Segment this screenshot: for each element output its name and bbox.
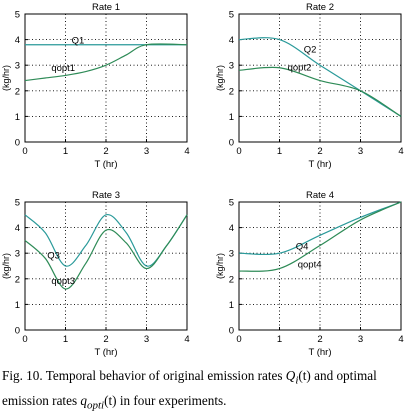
- x-tick-label: 3: [358, 334, 363, 345]
- series-label-Q3: Q3: [47, 250, 60, 261]
- x-tick-label: 0: [22, 334, 27, 345]
- caption-t-arg-2: (t): [104, 392, 117, 408]
- caption-prefix: Fig. 10. Temporal behavior of original e…: [2, 368, 286, 383]
- y-tick-label: 3: [15, 249, 20, 260]
- y-axis-label: (kg/hr): [215, 253, 225, 279]
- y-tick-label: 2: [15, 274, 20, 285]
- x-tick-label: 4: [398, 146, 403, 157]
- y-tick-label: 0: [229, 326, 234, 337]
- caption-t-arg: (t): [298, 368, 311, 383]
- y-tick-label: 2: [229, 86, 234, 97]
- x-tick-label: 3: [144, 334, 149, 345]
- x-tick-label: 0: [236, 334, 241, 345]
- x-tick-label: 4: [398, 334, 403, 345]
- y-tick-label: 2: [229, 274, 234, 285]
- series-label-qopt3: qopt3: [51, 276, 75, 287]
- x-axis-label: T (hr): [308, 159, 331, 170]
- y-tick-label: 0: [15, 326, 20, 337]
- x-axis-label: T (hr): [94, 159, 117, 170]
- y-tick-label: 5: [229, 10, 234, 21]
- y-tick-label: 1: [229, 300, 234, 311]
- chart-panel-2: 0 1 2 3 4 0 1 2 3 4 5 Rate 2 T (hr) (kg/hr) Q2 qopt2: [215, 2, 404, 170]
- chart-title: Rate 2: [306, 2, 334, 13]
- y-tick-label: 1: [15, 300, 20, 311]
- series-line-qopt1: [24, 43, 188, 82]
- series-line-qopt2: [238, 66, 402, 117]
- chart-panel-1: 0 1 2 3 4 0 1 2 3 4 5 Rate 1 T (hr) (kg/hr) Q1 qopt1: [1, 2, 190, 170]
- y-tick-label: 4: [15, 35, 20, 46]
- series-label-qopt1: qopt1: [51, 63, 75, 74]
- x-tick-label: 1: [277, 334, 282, 345]
- y-tick-label: 3: [229, 61, 234, 72]
- y-tick-label: 3: [15, 61, 20, 72]
- x-tick-label: 4: [184, 146, 189, 157]
- caption-q-symbol-2: q: [80, 392, 87, 408]
- y-tick-label: 4: [229, 35, 234, 46]
- y-tick-label: 2: [15, 86, 20, 97]
- series-label-Q1: Q1: [72, 35, 85, 46]
- figure-caption: Fig. 10. Temporal behavior of original e…: [2, 366, 407, 415]
- caption-q-symbol: Q: [285, 368, 296, 383]
- x-axis-label: T (hr): [308, 347, 331, 358]
- series-line-Q2: [238, 37, 402, 117]
- caption-suffix: in four experiments.: [116, 392, 227, 408]
- y-axis-label: (kg/hr): [215, 65, 225, 91]
- x-tick-label: 2: [103, 146, 108, 157]
- y-axis-label: (kg/hr): [1, 65, 11, 91]
- x-tick-label: 1: [277, 146, 282, 157]
- y-tick-label: 4: [229, 223, 234, 234]
- y-tick-label: 0: [229, 138, 234, 149]
- x-tick-label: 2: [317, 146, 322, 157]
- x-tick-label: 1: [63, 146, 68, 157]
- y-tick-label: 5: [15, 10, 20, 21]
- series-label-qopt4: qopt4: [298, 259, 322, 270]
- caption-q-sub: i: [295, 374, 299, 387]
- y-tick-label: 4: [15, 223, 20, 234]
- series-line-qopt4: [238, 201, 402, 272]
- x-tick-label: 4: [184, 334, 189, 345]
- x-axis-label: T (hr): [94, 347, 117, 358]
- series-label-Q2: Q2: [304, 44, 317, 55]
- y-tick-label: 3: [229, 249, 234, 260]
- caption-middle: and optimal emission rates: [2, 368, 377, 408]
- chart-title: Rate 1: [92, 2, 120, 13]
- x-tick-label: 3: [358, 146, 363, 157]
- y-tick-label: 0: [15, 138, 20, 149]
- series-label-Q4: Q4: [296, 241, 309, 252]
- caption-q-sub-2: opti: [86, 399, 105, 412]
- y-axis-label: (kg/hr): [1, 253, 11, 279]
- chart-title: Rate 3: [92, 190, 120, 201]
- chart-panel-4: 0 1 2 3 4 0 1 2 3 4 5 Rate 4 T (hr) (kg/hr) Q4 qopt4: [215, 190, 404, 358]
- x-tick-label: 0: [236, 146, 241, 157]
- y-tick-label: 1: [15, 112, 20, 123]
- figure-charts: 0 1 2 3 4 0 1 2 3 4 5 Rate 1 T (hr) (kg/hr) Q1 qopt1 0 1 2…: [1, 2, 404, 358]
- x-tick-label: 1: [63, 334, 68, 345]
- y-tick-label: 1: [229, 112, 234, 123]
- y-tick-label: 5: [229, 198, 234, 209]
- chart-title: Rate 4: [306, 190, 334, 201]
- series-label-qopt2: qopt2: [288, 62, 312, 73]
- x-tick-label: 3: [144, 146, 149, 157]
- series-line-qopt3: [24, 214, 188, 290]
- chart-panel-3: 0 1 2 3 4 0 1 2 3 4 5 Rate 3 T (hr) (kg/hr) Q3 qopt3: [1, 190, 190, 358]
- x-tick-label: 2: [103, 334, 108, 345]
- x-tick-label: 2: [317, 334, 322, 345]
- y-tick-label: 5: [15, 198, 20, 209]
- series-line-Q4: [238, 201, 402, 256]
- x-tick-label: 0: [22, 146, 27, 157]
